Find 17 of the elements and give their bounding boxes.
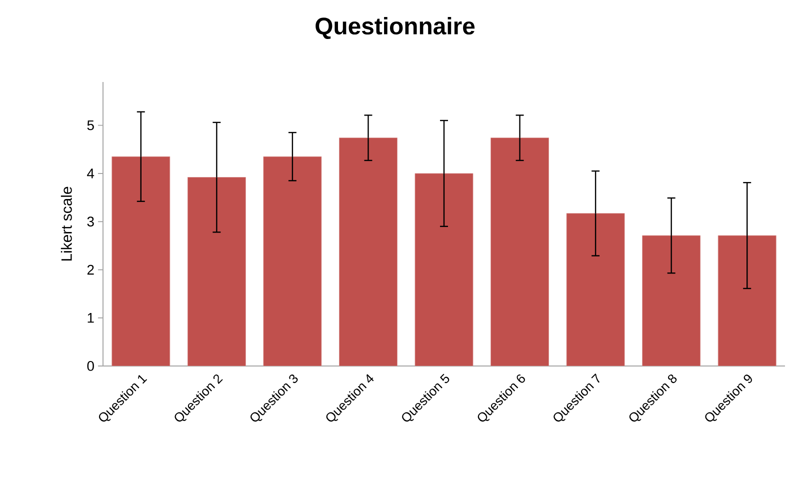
y-tick-label: 2 bbox=[87, 264, 94, 275]
bar bbox=[187, 177, 246, 366]
bar bbox=[112, 156, 170, 366]
bar bbox=[642, 235, 701, 366]
bar bbox=[566, 213, 625, 366]
bar bbox=[339, 138, 398, 366]
chart-title: Questionnaire bbox=[316, 16, 475, 40]
bar bbox=[414, 173, 474, 366]
y-tick-label: 4 bbox=[87, 168, 94, 178]
y-axis-title: Likert scale bbox=[60, 186, 72, 261]
y-tick-label: 3 bbox=[87, 216, 94, 227]
y-tick-label: 5 bbox=[87, 120, 94, 130]
bar bbox=[718, 235, 776, 366]
y-tick-label: 1 bbox=[88, 313, 94, 323]
y-tick-label: 0 bbox=[87, 361, 94, 371]
bar bbox=[263, 156, 322, 366]
bar bbox=[490, 138, 549, 366]
